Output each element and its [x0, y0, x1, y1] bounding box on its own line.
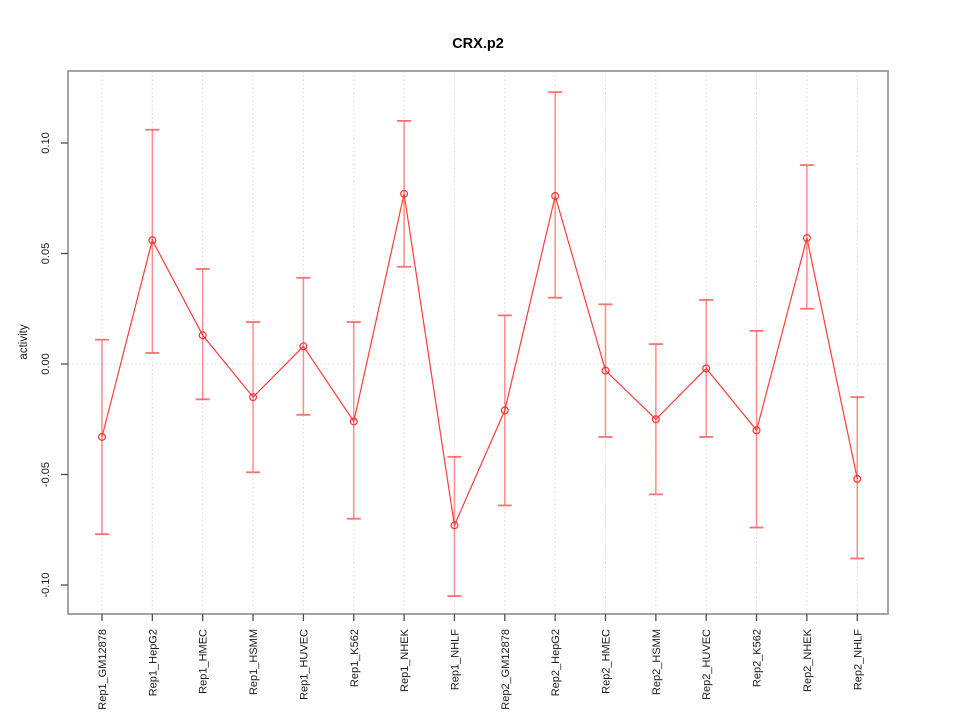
data-point-marker: [853, 474, 862, 483]
x-tick-label: Rep1_GM12878: [97, 629, 109, 710]
x-tick-label: Rep1_HUVEC: [298, 629, 310, 700]
data-point-marker: [651, 415, 660, 424]
data-point-marker: [198, 331, 207, 340]
y-axis-ticks: [61, 142, 68, 586]
plot-border: [67, 70, 889, 615]
y-axis-labels: -0.10 -0.05 0.00 0.05 0.10: [40, 132, 52, 597]
x-tick-label: Rep2_HMEC: [601, 629, 613, 694]
data-point-marker: [601, 366, 610, 375]
data-point-marker: [148, 236, 157, 245]
x-tick-label: Rep1_HSMM: [248, 629, 260, 695]
x-tick-label: Rep2_HepG2: [550, 629, 562, 696]
x-tick-label: Rep1_K562: [349, 629, 361, 687]
data-point-marker: [249, 393, 258, 402]
y-tick-label: -0.05: [40, 462, 52, 487]
data-point-marker: [400, 189, 409, 198]
data-point-marker: [450, 521, 459, 530]
y-tick-label: 0.10: [40, 132, 52, 153]
data-points: [97, 189, 862, 530]
x-tick-label: Rep2_NHLF: [852, 629, 864, 690]
x-tick-label: Rep2_K562: [752, 629, 764, 687]
y-tick-label: -0.10: [40, 572, 52, 597]
data-point-marker: [702, 364, 711, 373]
series-line: [101, 193, 858, 528]
x-tick-label: Rep2_HSMM: [651, 629, 663, 695]
x-tick-label: Rep1_HepG2: [147, 629, 159, 696]
x-tick-label: Rep1_HMEC: [198, 629, 210, 694]
data-point-marker: [97, 432, 106, 441]
x-axis-ticks: [101, 614, 858, 621]
data-point-marker: [299, 342, 308, 351]
gridlines: [68, 71, 888, 614]
data-point-marker: [802, 234, 811, 243]
x-tick-label: Rep1_NHLF: [449, 629, 461, 690]
x-tick-label: Rep2_NHEK: [802, 628, 814, 692]
chart-title: CRX.p2: [452, 36, 504, 52]
y-tick-label: 0.05: [40, 243, 52, 264]
y-axis-title: activity: [18, 324, 30, 359]
x-tick-label: Rep1_NHEK: [399, 628, 411, 692]
data-point-marker: [500, 406, 509, 415]
x-tick-label: Rep2_HUVEC: [701, 629, 713, 700]
data-point-marker: [752, 426, 761, 435]
x-tick-label: Rep2_GM12878: [500, 629, 512, 710]
x-axis-labels: Rep1_GM12878 Rep1_HepG2 Rep1_HMEC Rep1_HSMM…: [97, 628, 864, 709]
data-point-marker: [551, 192, 560, 201]
data-point-marker: [349, 417, 358, 426]
y-tick-label: 0.00: [40, 353, 52, 374]
